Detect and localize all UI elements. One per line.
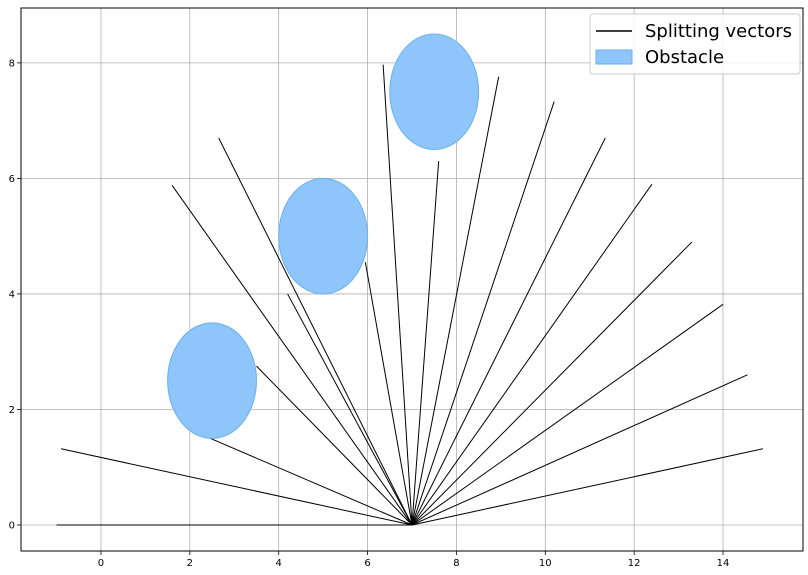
splitting-vector-3 [171,185,413,526]
legend-box [589,13,801,75]
splitting-vector-4 [287,293,413,526]
y-tick-label: 0 [9,521,15,532]
x-tick-label: 2 [187,558,193,569]
splitting-vector-1 [207,436,413,526]
x-tick-label: 12 [628,558,641,569]
splitting-vector-8 [411,161,440,526]
obstacle-1 [278,177,369,295]
obstacle-0 [167,322,257,439]
legend-patch-swatch [595,49,633,65]
splitting-vector-12 [411,183,653,526]
x-tick-label: 14 [717,558,730,569]
obstacle-2 [389,33,480,151]
splitting-vector-16 [411,448,764,526]
y-tick-label: 8 [9,58,15,69]
splitting-vector-7 [382,64,413,526]
x-tick-label: 8 [453,558,459,569]
splitting-vector-14 [411,303,724,526]
splitting-vector-2 [256,365,413,526]
axes-frame [20,7,804,552]
legend-label-splitting-vectors: Splitting vectors [645,21,792,42]
y-tick-label: 4 [9,289,15,300]
splitting-vector-10 [411,101,555,526]
x-tick-label: 6 [364,558,370,569]
splitting-vector-11 [411,137,606,526]
splitting-vectors [56,64,764,526]
x-tick-label: 0 [98,558,104,569]
splitting-vector-9 [411,76,500,526]
legend: Splitting vectors Obstacle [589,13,801,75]
y-tick-label: 6 [9,174,15,185]
y-tick-label: 2 [9,405,15,416]
splitting-vector-15 [411,374,748,526]
splitting-vector-6 [364,262,413,526]
axis-ticks: 0 2 4 6 8 10 12 14 0 2 4 6 8 [9,58,730,569]
x-tick-label: 10 [539,558,552,569]
splitting-vector-13 [411,241,693,526]
splitting-vector-5 [218,137,413,526]
obstacles [167,33,480,439]
splitting-vector-0 [60,448,413,526]
x-tick-label: 4 [276,558,282,569]
legend-label-obstacle: Obstacle [645,47,724,68]
